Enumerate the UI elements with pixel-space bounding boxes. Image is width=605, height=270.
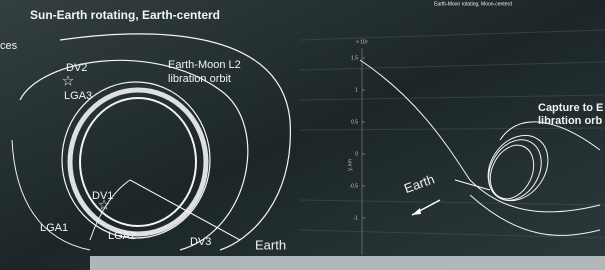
partial-label: ces xyxy=(0,40,18,52)
star: ☆ xyxy=(62,73,75,89)
axis-exponent: × 10⁵ xyxy=(356,39,368,45)
label: Capture to E xyxy=(538,102,603,114)
label: LGA1 xyxy=(40,222,68,234)
label: DV1 xyxy=(92,190,113,202)
screenshot: ☆ ☆ Sun-Earth rotating, Earth-centerd ce… xyxy=(0,0,605,270)
y-tick-label: 0.5 xyxy=(351,119,358,125)
label: LGA2 xyxy=(108,230,136,242)
label: LGA3 xyxy=(64,90,92,102)
label: libration orb xyxy=(538,115,602,127)
y-tick-label: 0 xyxy=(355,151,358,157)
label: DV3 xyxy=(190,236,211,248)
label: libration orbit xyxy=(168,73,231,85)
y-tick-label: 1 xyxy=(355,87,358,93)
label: Earth xyxy=(255,237,286,252)
label: Earth-Moon L2 xyxy=(168,59,241,71)
y-tick-label: -1 xyxy=(354,215,359,221)
axis-label: y, km xyxy=(347,159,353,171)
y-tick-label: -0.5 xyxy=(349,183,358,189)
y-tick-label: 1.5 xyxy=(351,55,358,61)
left-title: Sun-Earth rotating, Earth-centerd xyxy=(30,8,220,22)
overlay xyxy=(90,256,605,270)
background xyxy=(0,0,605,270)
label: DV2 xyxy=(66,62,87,74)
right-title: Earth-Moon rotating, Moon-centerd xyxy=(434,1,512,7)
